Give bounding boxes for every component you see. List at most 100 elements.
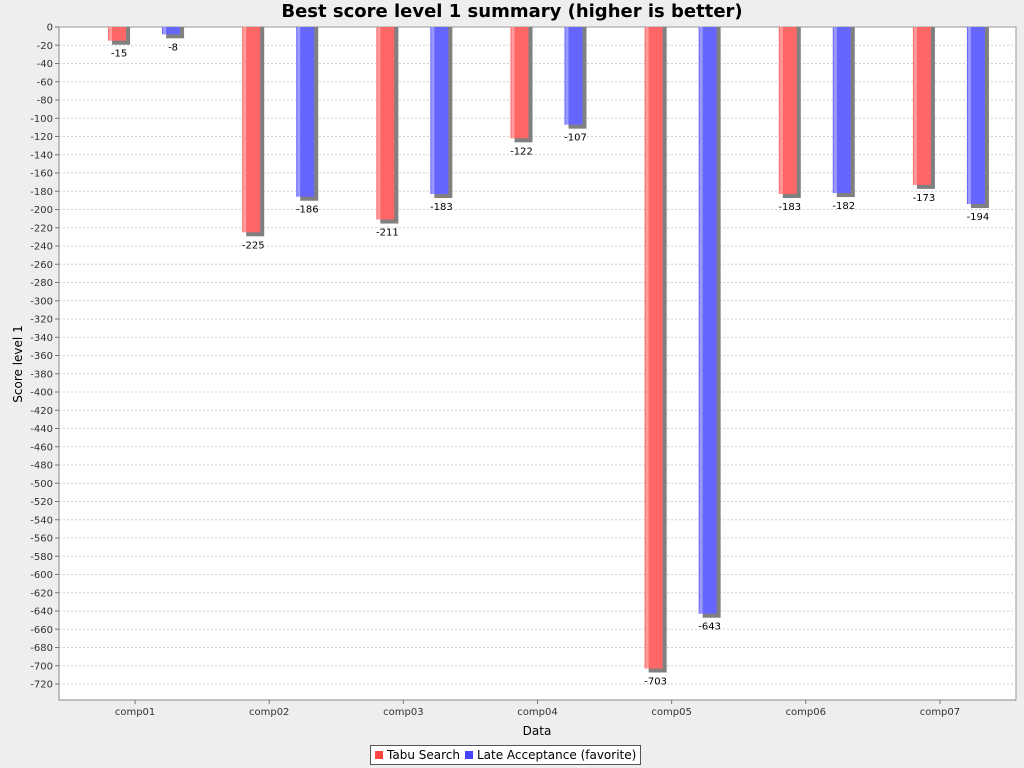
data-label: -211 <box>376 228 399 239</box>
y-tick-label: -560 <box>30 534 53 545</box>
x-tick-label: comp01 <box>115 707 155 718</box>
y-tick-label: -620 <box>30 588 53 599</box>
bar-highlight <box>779 27 783 194</box>
x-tick-label: comp03 <box>383 707 423 718</box>
bar-highlight <box>243 27 247 233</box>
y-tick-label: -100 <box>30 114 53 125</box>
y-tick-label: -340 <box>30 333 53 344</box>
bar-highlight <box>297 27 301 197</box>
bar <box>644 27 663 669</box>
y-tick-label: -660 <box>30 625 53 636</box>
y-tick-label: -140 <box>30 150 53 161</box>
y-tick-label: -360 <box>30 351 53 362</box>
legend-swatch-blue <box>464 751 473 759</box>
data-labels: -15 -8 -225 -186 -211 -183 -122 -107 -703 -643 -18… <box>111 42 989 687</box>
bar <box>832 27 851 194</box>
y-tick-label: -600 <box>30 570 53 581</box>
y-tick-label: -60 <box>37 77 53 88</box>
data-label: -225 <box>242 240 265 251</box>
data-label: -8 <box>168 42 178 53</box>
data-label: -122 <box>510 146 533 157</box>
x-tick-label: comp06 <box>786 707 826 718</box>
bar-highlight <box>833 27 837 194</box>
data-label: -183 <box>778 202 801 213</box>
bar-highlight <box>645 27 649 669</box>
y-tick-label: -80 <box>37 96 53 107</box>
y-tick-label: -540 <box>30 515 53 526</box>
bar-highlight <box>699 27 703 614</box>
y-tick-label: -180 <box>30 187 53 198</box>
legend-item-late-acceptance: Late Acceptance (favorite) <box>464 748 637 762</box>
y-tick-label: -400 <box>30 388 53 399</box>
data-label: -183 <box>430 202 453 213</box>
y-tick-label: -20 <box>37 41 53 52</box>
y-tick-label: 0 <box>47 23 53 34</box>
y-tick-label: -700 <box>30 661 53 672</box>
bar-highlight <box>431 27 435 194</box>
bar-highlight <box>913 27 917 185</box>
x-tick-label: comp04 <box>517 707 557 718</box>
bar <box>966 27 985 205</box>
y-tick-label: -680 <box>30 643 53 654</box>
y-tick-label: -320 <box>30 315 53 326</box>
chart-title: Best score level 1 summary (higher is be… <box>281 1 743 22</box>
bar <box>296 27 315 197</box>
y-tick-label: -580 <box>30 552 53 563</box>
legend-swatch-red <box>375 751 383 759</box>
y-tick-label: -120 <box>30 132 53 143</box>
bar <box>162 27 181 35</box>
bar-highlight <box>377 27 381 220</box>
legend-label: Late Acceptance (favorite) <box>476 748 637 762</box>
x-tick-label: comp02 <box>249 707 289 718</box>
y-tick-label: -460 <box>30 442 53 453</box>
legend-label: Tabu Search <box>387 748 460 762</box>
data-label: -643 <box>698 622 721 633</box>
x-tick-label: comp07 <box>920 707 960 718</box>
data-label: -15 <box>111 49 127 60</box>
y-tick-label: -720 <box>30 680 53 691</box>
bars <box>108 27 989 673</box>
x-axis: comp01 comp02 comp03 comp04 comp05 comp06 comp… <box>59 699 1016 718</box>
x-axis-label: Data <box>523 724 552 738</box>
y-tick-label: -520 <box>30 497 53 508</box>
data-label: -194 <box>967 212 990 223</box>
data-label: -107 <box>564 133 587 144</box>
bar <box>912 27 931 185</box>
bar <box>430 27 449 194</box>
bar-highlight <box>163 27 167 35</box>
y-tick-label: -200 <box>30 205 53 216</box>
data-label: -186 <box>296 205 319 216</box>
y-axis-label: Score level 1 <box>11 325 25 402</box>
bar-highlight <box>565 27 569 125</box>
y-tick-label: -240 <box>30 242 53 253</box>
y-tick-label: -220 <box>30 223 53 234</box>
y-tick-label: -260 <box>30 260 53 271</box>
legend-item-tabu-search: Tabu Search <box>375 748 460 762</box>
y-tick-label: -420 <box>30 406 53 417</box>
y-tick-label: -380 <box>30 369 53 380</box>
bar <box>108 27 127 41</box>
bar <box>564 27 583 125</box>
bar-highlight <box>511 27 515 139</box>
y-axis: 0 -20 -40 -60 -80 -100 -120 -140 -160 -180 -200 -22… <box>30 23 60 700</box>
y-tick-label: -300 <box>30 296 53 307</box>
y-tick-label: -40 <box>37 59 53 70</box>
plot-area <box>58 26 1017 701</box>
legend: Tabu Search Late Acceptance (favorite) <box>370 745 642 765</box>
data-label: -182 <box>832 201 855 212</box>
y-tick-label: -640 <box>30 607 53 618</box>
data-label: -703 <box>644 676 667 687</box>
bar <box>778 27 797 194</box>
bar <box>510 27 529 139</box>
y-tick-label: -160 <box>30 169 53 180</box>
grid-lines <box>59 44 1016 685</box>
bar <box>242 27 261 233</box>
y-tick-label: -480 <box>30 461 53 472</box>
bar-highlight <box>967 27 971 205</box>
x-tick-label: comp05 <box>651 707 691 718</box>
data-label: -173 <box>913 193 936 204</box>
y-tick-label: -280 <box>30 278 53 289</box>
bar-highlight <box>109 27 113 41</box>
y-tick-label: -440 <box>30 424 53 435</box>
bar <box>376 27 395 220</box>
